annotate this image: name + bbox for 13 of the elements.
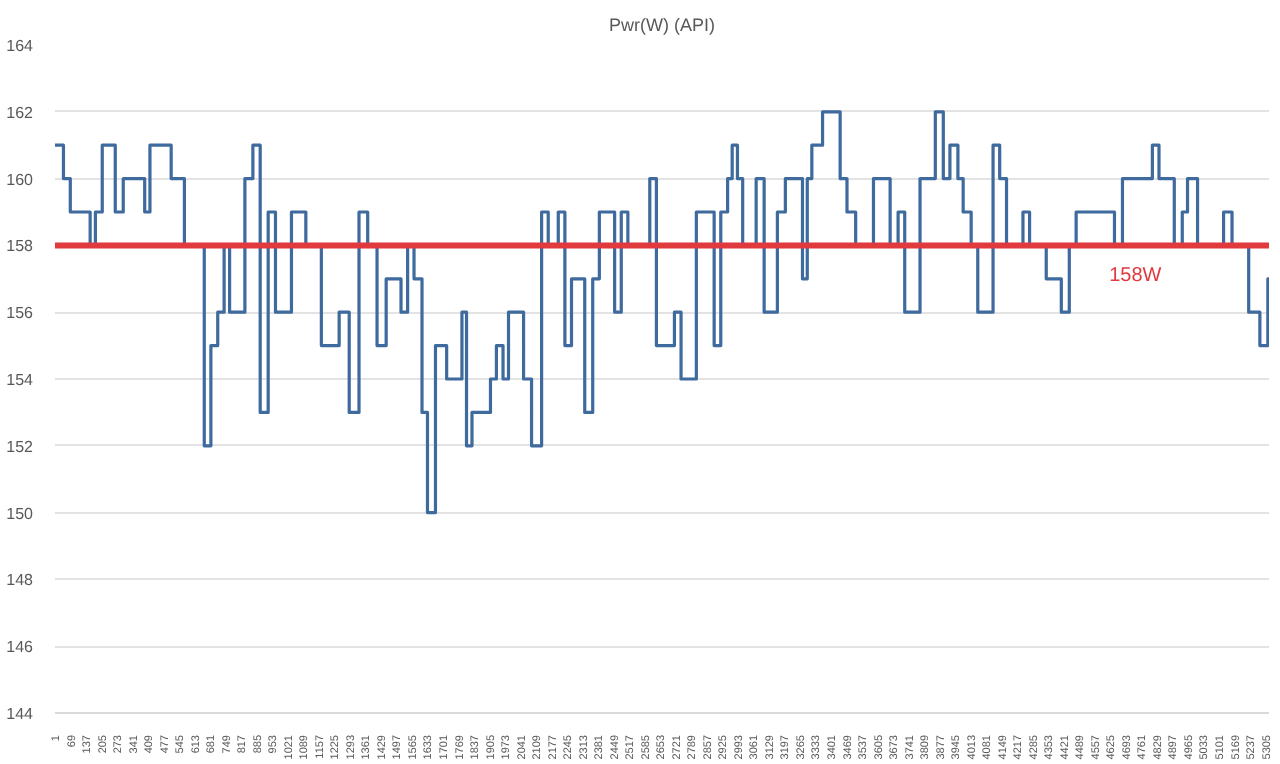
y-tick-label: 162 [6,103,35,122]
y-tick-label: 144 [6,705,35,723]
chart-title: Pwr(W) (API) [609,15,716,35]
ref-line-label: 158W [1109,265,1163,288]
y-tick-label: 160 [6,170,35,189]
y-tick-label: 146 [6,638,35,657]
y-tick-label: 148 [6,571,35,590]
y-tick-label: 156 [6,304,35,323]
y-tick-label: 158 [6,237,35,256]
y-tick-label: 164 [6,37,35,55]
y-tick-label: 154 [6,371,35,389]
y-tick-label: 150 [6,504,35,523]
y-tick-label: 152 [6,437,35,456]
